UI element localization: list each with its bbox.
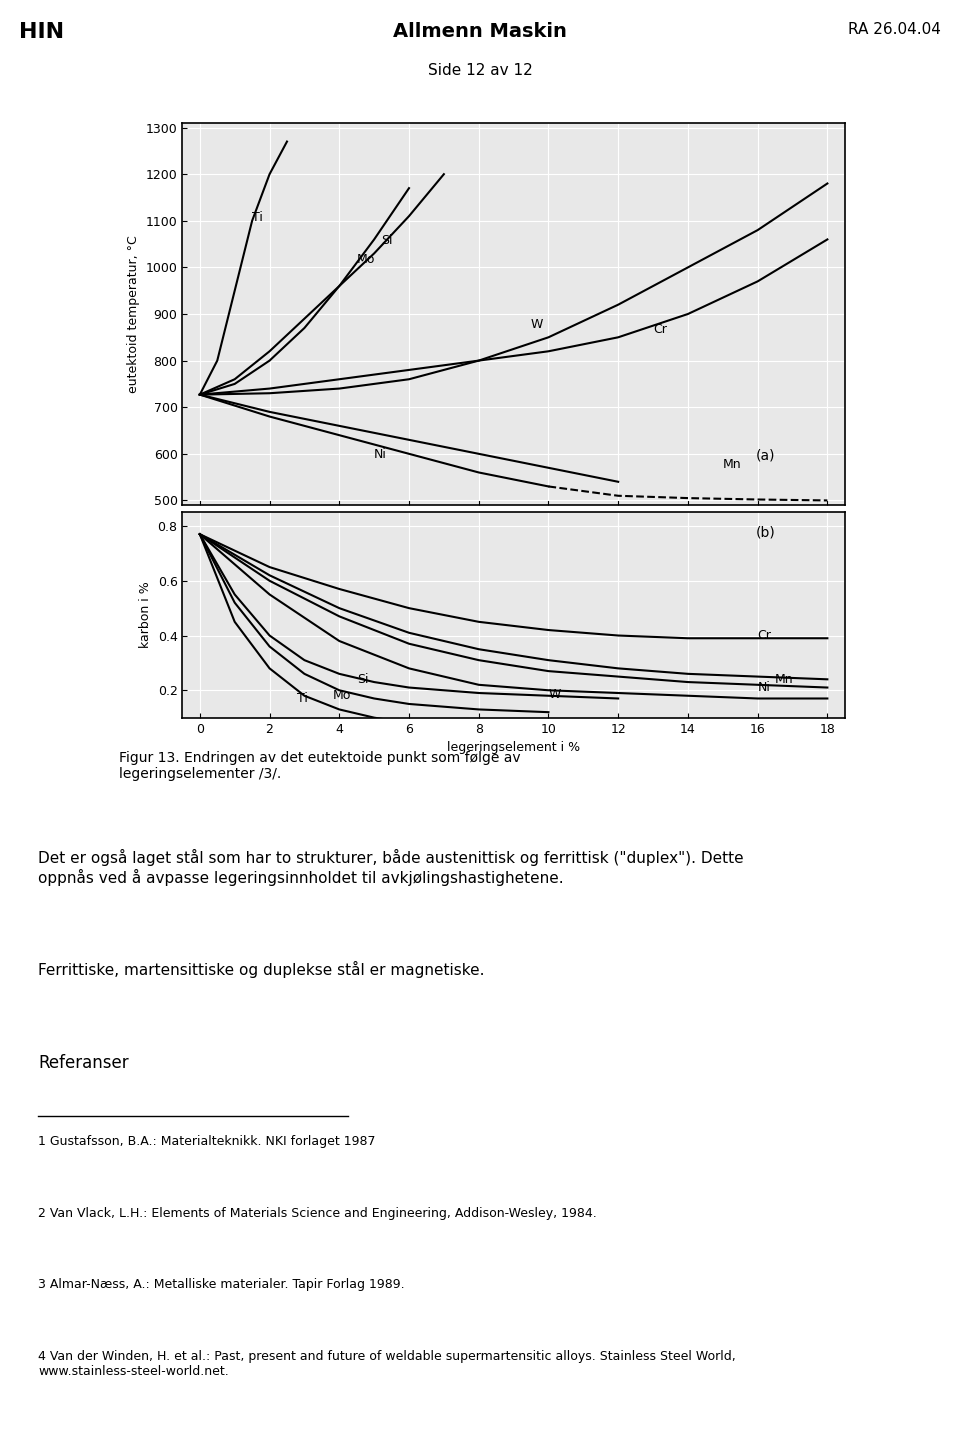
Text: Mn: Mn (775, 672, 794, 685)
Text: Side 12 av 12: Side 12 av 12 (427, 64, 533, 78)
Text: Ferrittiske, martensittiske og duplekse stål er magnetiske.: Ferrittiske, martensittiske og duplekse … (38, 962, 485, 977)
Text: Ti: Ti (298, 693, 308, 706)
Y-axis label: karbon i %: karbon i % (139, 581, 152, 648)
Text: Cr: Cr (757, 629, 772, 642)
Text: W: W (531, 318, 543, 331)
Text: 3 Almar-Næss, A.: Metalliske materialer. Tapir Forlag 1989.: 3 Almar-Næss, A.: Metalliske materialer.… (38, 1278, 405, 1291)
Text: Mo: Mo (332, 690, 350, 703)
Text: Si: Si (357, 672, 369, 685)
Text: HIN: HIN (19, 22, 64, 42)
Text: Ni: Ni (757, 681, 771, 694)
Y-axis label: eutektoid temperatur, °C: eutektoid temperatur, °C (127, 236, 140, 393)
Text: W: W (548, 688, 561, 701)
Text: Ti: Ti (252, 211, 263, 224)
Text: (b): (b) (756, 526, 775, 539)
Text: Mo: Mo (357, 253, 375, 266)
Text: Cr: Cr (653, 322, 667, 335)
Text: Mn: Mn (723, 458, 741, 471)
Text: 2 Van Vlack, L.H.: Elements of Materials Science and Engineering, Addison-Wesley: 2 Van Vlack, L.H.: Elements of Materials… (38, 1206, 597, 1219)
Text: RA 26.04.04: RA 26.04.04 (848, 22, 941, 36)
X-axis label: legeringselement i %: legeringselement i % (447, 740, 580, 753)
Text: Allmenn Maskin: Allmenn Maskin (393, 22, 567, 40)
Text: Si: Si (381, 234, 393, 247)
Text: 4 Van der Winden, H. et al.: Past, present and future of weldable supermartensit: 4 Van der Winden, H. et al.: Past, prese… (38, 1349, 736, 1378)
Text: 1 Gustafsson, B.A.: Materialteknikk. NKI forlaget 1987: 1 Gustafsson, B.A.: Materialteknikk. NKI… (38, 1135, 376, 1148)
Text: Ni: Ni (374, 448, 387, 461)
Text: Referanser: Referanser (38, 1054, 129, 1073)
Text: Figur 13. Endringen av det eutektoide punkt som følge av
legeringselementer /3/.: Figur 13. Endringen av det eutektoide pu… (119, 752, 520, 781)
Text: Det er også laget stål som har to strukturer, både austenittisk og ferrittisk (": Det er også laget stål som har to strukt… (38, 849, 744, 886)
Text: (a): (a) (756, 448, 775, 463)
